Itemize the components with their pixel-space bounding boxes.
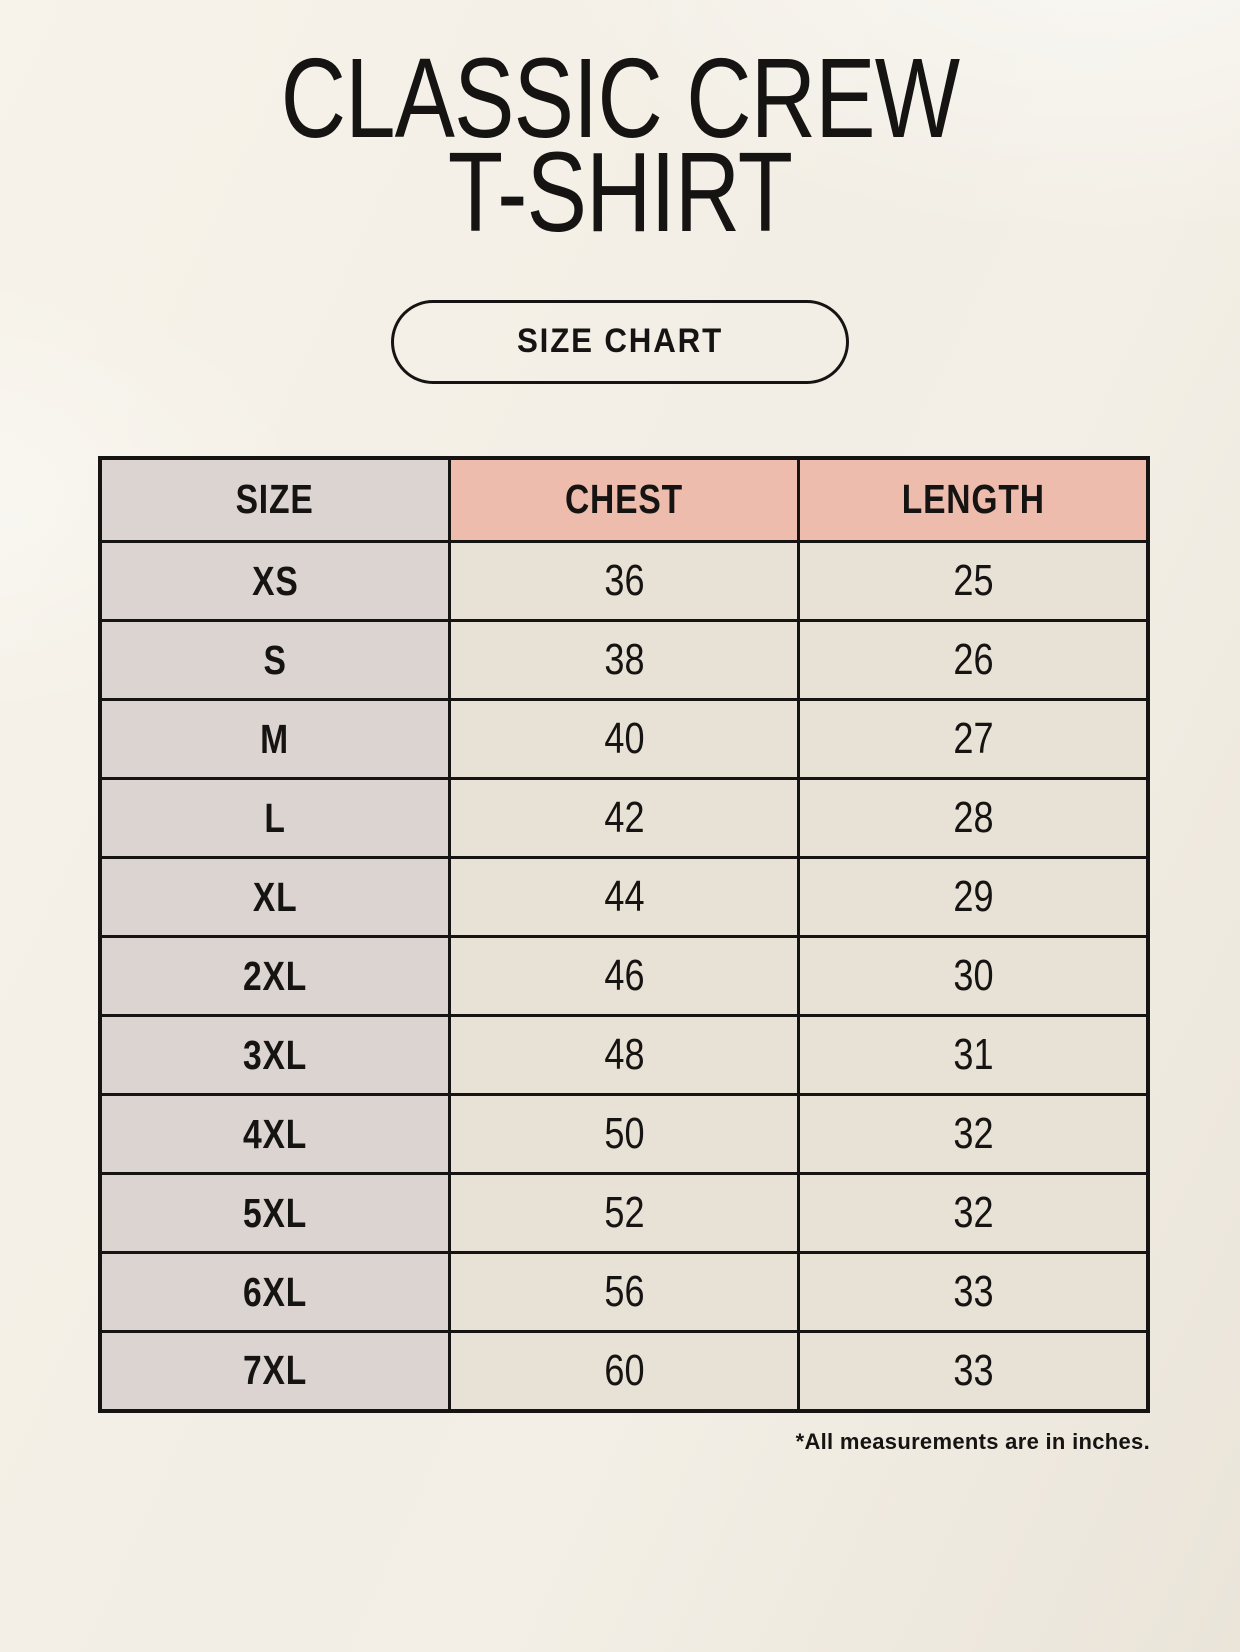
- table-row: L 42 28: [98, 777, 1150, 860]
- length-cell: 32: [797, 1093, 1150, 1176]
- cell-value: 50: [603, 1109, 645, 1159]
- size-chart-button[interactable]: SIZE CHART: [391, 299, 849, 384]
- size-cell: 6XL: [98, 1251, 451, 1334]
- chest-cell: 60: [447, 1330, 801, 1413]
- size-cell: 4XL: [98, 1093, 451, 1176]
- cell-value: S: [263, 636, 287, 683]
- cell-value: 28: [952, 793, 994, 843]
- cell-value: 48: [603, 1030, 645, 1080]
- cell-value: 40: [603, 714, 645, 764]
- chest-cell: 36: [447, 540, 801, 623]
- cell-value: 46: [603, 951, 645, 1001]
- table-row: 7XL 60 33: [98, 1330, 1150, 1413]
- table-header: SIZE CHEST LENGTH: [98, 456, 1150, 544]
- cell-value: 32: [952, 1188, 994, 1238]
- size-cell: 2XL: [98, 935, 451, 1018]
- cell-value: 56: [603, 1267, 645, 1317]
- cell-value: 5XL: [242, 1189, 307, 1236]
- chest-cell: 56: [447, 1251, 801, 1334]
- cell-value: 27: [952, 714, 994, 764]
- length-cell: 30: [797, 935, 1150, 1018]
- length-cell: 25: [797, 540, 1150, 623]
- chest-cell: 52: [447, 1172, 801, 1255]
- column-header-length: LENGTH: [797, 456, 1150, 544]
- table-header-row: SIZE CHEST LENGTH: [98, 456, 1150, 544]
- cell-value: 25: [952, 556, 994, 606]
- cell-value: 7XL: [242, 1347, 307, 1394]
- cell-value: 42: [603, 793, 645, 843]
- cell-value: 6XL: [242, 1268, 307, 1315]
- page-title-line1: CLASSIC CREW: [280, 35, 960, 161]
- cell-value: 4XL: [242, 1110, 307, 1157]
- length-cell: 33: [797, 1251, 1150, 1334]
- chest-cell: 46: [447, 935, 801, 1018]
- length-cell: 29: [797, 856, 1150, 939]
- cell-value: 31: [952, 1030, 994, 1080]
- footnote: *All measurements are in inches.: [795, 1428, 1150, 1454]
- size-cell: 5XL: [98, 1172, 451, 1255]
- cell-value: M: [260, 715, 290, 762]
- size-cell: XS: [98, 540, 451, 623]
- cell-value: XS: [251, 557, 299, 604]
- size-chart-table-container: SIZE CHEST LENGTH XS 36 25 S 38 26 M 40 27 L 42 28 X…: [98, 455, 1150, 1413]
- table-row: 3XL 48 31: [98, 1014, 1150, 1097]
- size-cell: S: [98, 619, 451, 702]
- length-cell: 32: [797, 1172, 1150, 1255]
- table-row: XS 36 25: [98, 540, 1150, 623]
- chest-cell: 42: [447, 777, 801, 860]
- chest-cell: 50: [447, 1093, 801, 1176]
- table-row: 4XL 50 32: [98, 1093, 1150, 1176]
- length-cell: 26: [797, 619, 1150, 702]
- page-title-line2: T-SHIRT: [447, 128, 793, 255]
- size-cell: L: [98, 777, 451, 860]
- cell-value: 33: [952, 1345, 994, 1395]
- page-title: CLASSIC CREW T-SHIRT: [124, 35, 1116, 255]
- length-cell: 28: [797, 777, 1150, 860]
- cell-value: 32: [952, 1109, 994, 1159]
- column-header-length-label: LENGTH: [901, 476, 1045, 523]
- table-row: S 38 26: [98, 619, 1150, 702]
- cell-value: 33: [952, 1267, 994, 1317]
- table-row: 5XL 52 32: [98, 1172, 1150, 1255]
- length-cell: 31: [797, 1014, 1150, 1097]
- cell-value: 2XL: [242, 952, 307, 999]
- table-body: XS 36 25 S 38 26 M 40 27 L 42 28 XL 44 29 2XL 46 30 3XL 48 3…: [98, 540, 1150, 1413]
- cell-value: 29: [952, 872, 994, 922]
- cell-value: 36: [603, 556, 645, 606]
- size-cell: M: [98, 698, 451, 781]
- column-header-chest: CHEST: [447, 456, 801, 544]
- size-chart-table: SIZE CHEST LENGTH XS 36 25 S 38 26 M 40 27 L 42 28 X…: [98, 455, 1150, 1413]
- chest-cell: 40: [447, 698, 801, 781]
- cell-value: 52: [603, 1188, 645, 1238]
- cell-value: L: [264, 794, 286, 841]
- cell-value: 30: [952, 951, 994, 1001]
- column-header-size: SIZE: [98, 456, 451, 544]
- size-cell: XL: [98, 856, 451, 939]
- chest-cell: 48: [447, 1014, 801, 1097]
- table-row: 6XL 56 33: [98, 1251, 1150, 1334]
- table-row: 2XL 46 30: [98, 935, 1150, 1018]
- column-header-size-label: SIZE: [235, 476, 314, 523]
- size-cell: 3XL: [98, 1014, 451, 1097]
- chest-cell: 38: [447, 619, 801, 702]
- cell-value: XL: [252, 873, 298, 920]
- length-cell: 27: [797, 698, 1150, 781]
- length-cell: 33: [797, 1330, 1150, 1413]
- size-cell: 7XL: [98, 1330, 451, 1413]
- cell-value: 26: [952, 635, 994, 685]
- column-header-chest-label: CHEST: [564, 476, 684, 523]
- cell-value: 44: [603, 872, 645, 922]
- cell-value: 60: [603, 1345, 645, 1395]
- cell-value: 3XL: [242, 1031, 307, 1078]
- cell-value: 38: [603, 635, 645, 685]
- chest-cell: 44: [447, 856, 801, 939]
- table-row: XL 44 29: [98, 856, 1150, 939]
- table-row: M 40 27: [98, 698, 1150, 781]
- size-chart-button-label: SIZE CHART: [516, 322, 724, 361]
- size-chart-poster: CLASSIC CREW T-SHIRT SIZE CHART SIZE CHE…: [0, 35, 1240, 1652]
